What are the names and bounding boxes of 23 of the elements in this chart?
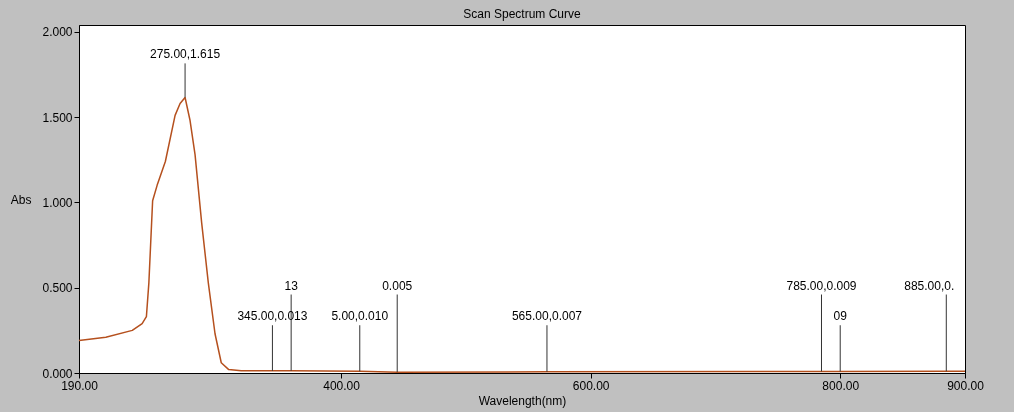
annotation: 885.00,0. [904,278,955,293]
x-tick-label: 190.00 [61,378,99,393]
x-tick-label: 600.00 [572,378,610,393]
x-tick-label: 400.00 [323,378,361,393]
annotation: 345.00,0.013 [237,309,308,324]
y-tick-label: 1.000 [42,195,73,210]
x-tick-label: 900.00 [947,378,985,393]
x-axis-title: Wavelength(nm) [478,393,567,408]
y-tick-label: 2.000 [42,25,73,40]
y-axis-title: Abs [10,192,32,207]
y-tick-label: 1.500 [42,110,73,125]
annotation: 5.00,0.010 [331,309,389,324]
annotation: 565.00,0.007 [511,309,583,324]
line-series [78,96,966,373]
annotation: 09 [833,309,848,324]
annotation: 275.00,1.615 [150,47,221,62]
y-tick-label: 0.000 [42,366,73,381]
annotation: 785.00,0.009 [786,278,857,293]
annotation: 13 [284,278,299,293]
x-tick-label: 800.00 [822,378,860,393]
chart-title: Scan Spectrum Curve [463,7,582,21]
y-tick-label: 0.500 [42,281,73,296]
annotation: 0.005 [382,278,413,293]
